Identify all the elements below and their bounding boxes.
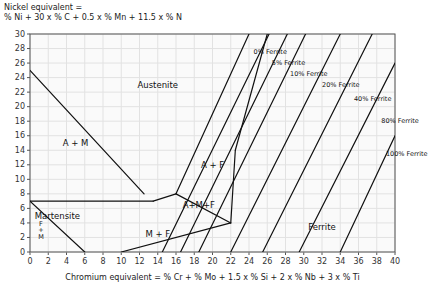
- grid-line: [121, 34, 122, 252]
- line-label: 80% Ferrite: [381, 117, 418, 125]
- grid-line: [267, 34, 268, 252]
- tick-label: 18: [15, 117, 25, 126]
- chart: 0246810121416182022242628303234363840024…: [0, 0, 445, 288]
- tick-label: 32: [317, 257, 327, 266]
- region-label: Austenite: [137, 80, 178, 90]
- tick-label: 2: [20, 233, 25, 242]
- phase-line: [231, 34, 341, 252]
- phase-line: [30, 201, 85, 252]
- lines: [30, 34, 395, 252]
- grid-line: [194, 34, 195, 252]
- tick-label: 10: [15, 175, 25, 184]
- grid-line: [30, 63, 395, 64]
- phase-line: [299, 63, 395, 252]
- grid-line: [176, 34, 177, 252]
- tick-label: 34: [335, 257, 345, 266]
- grid-line: [103, 34, 104, 252]
- grid-line: [30, 121, 395, 122]
- grid-line: [376, 34, 377, 252]
- phase-line: [176, 34, 249, 194]
- tick-label: 4: [20, 218, 25, 227]
- phase-line: [162, 34, 269, 252]
- phase-line: [231, 150, 236, 223]
- plot-background: [30, 34, 395, 252]
- tick-label: 14: [15, 146, 25, 155]
- y-axis: 024681012141618202224262830: [15, 30, 395, 257]
- phase-line: [121, 223, 231, 252]
- tick-label: 0: [27, 257, 32, 266]
- tick-label: 14: [153, 257, 163, 266]
- grid-line: [30, 77, 395, 78]
- tick-label: 6: [82, 257, 87, 266]
- grid-line: [322, 34, 323, 252]
- region-label: A + M: [63, 138, 89, 148]
- grid-line: [358, 34, 359, 252]
- plot-frame: [30, 34, 395, 252]
- grid-line: [157, 34, 158, 252]
- tick-label: 20: [207, 257, 217, 266]
- line-label: 0% Ferrite: [254, 48, 287, 56]
- tick-label: 10: [116, 257, 126, 266]
- phase-line: [30, 201, 153, 202]
- title-line: % Ni + 30 x % C + 0.5 x % Mn + 11.5 x % …: [4, 13, 182, 22]
- region-label: Ferrite: [308, 222, 335, 232]
- tick-label: 36: [353, 257, 363, 266]
- tick-label: 0: [20, 248, 25, 257]
- tick-label: 22: [226, 257, 236, 266]
- tick-label: 20: [15, 102, 25, 111]
- tick-label: 12: [134, 257, 144, 266]
- tick-label: 24: [15, 73, 25, 82]
- title-line: Nickel equivalent =: [4, 3, 82, 12]
- line-label: 10% Ferrite: [290, 70, 327, 78]
- grid-line: [30, 193, 395, 194]
- grid-line: [30, 106, 395, 107]
- line-label: 40% Ferrite: [354, 95, 391, 103]
- grid-line: [30, 48, 395, 49]
- phase-line: [30, 70, 144, 194]
- tick-label: 8: [20, 189, 25, 198]
- line-label: 20% Ferrite: [322, 81, 359, 89]
- tick-label: 16: [15, 131, 25, 140]
- phase-line: [199, 34, 306, 252]
- tick-label: 26: [15, 59, 25, 68]
- title: Nickel equivalent =% Ni + 30 x % C + 0.5…: [4, 3, 182, 22]
- tick-label: 8: [100, 257, 105, 266]
- region-label: A + F: [201, 160, 224, 170]
- tick-label: 12: [15, 160, 25, 169]
- region-label: M + F: [145, 229, 170, 239]
- grid-line: [249, 34, 250, 252]
- x-axis: 0246810121416182022242628303234363840: [27, 34, 400, 266]
- grid-line: [30, 92, 395, 93]
- grid-line: [212, 34, 213, 252]
- tick-label: 4: [64, 257, 69, 266]
- tick-label: 18: [189, 257, 199, 266]
- tick-label: 6: [20, 204, 25, 213]
- tick-label: 28: [15, 44, 25, 53]
- region-label: A+M+F: [183, 200, 215, 210]
- line-label: 5% Ferrite: [272, 59, 305, 67]
- tick-label: 38: [372, 257, 382, 266]
- grid-line: [30, 179, 395, 180]
- tick-label: 30: [299, 257, 309, 266]
- region-label: F+M: [38, 220, 44, 241]
- tick-label: 30: [15, 30, 25, 39]
- region-label-line: M: [38, 233, 44, 241]
- tick-label: 28: [280, 257, 290, 266]
- annotations: 0% Ferrite 5% Ferrite 10% Ferrite 20% Ferri…: [35, 48, 428, 241]
- grid-line: [30, 135, 395, 136]
- x-axis-label: Chromium equivalent = % Cr + % Mo + 1.5 …: [65, 273, 359, 282]
- phase-line: [153, 194, 176, 201]
- tick-label: 24: [244, 257, 254, 266]
- tick-label: 26: [262, 257, 272, 266]
- tick-label: 2: [46, 257, 51, 266]
- tick-label: 16: [171, 257, 181, 266]
- tick-label: 22: [15, 88, 25, 97]
- phase-line: [176, 194, 231, 223]
- grid-line: [30, 237, 395, 238]
- grid-line: [139, 34, 140, 252]
- tick-label: 40: [390, 257, 400, 266]
- line-label: 100% Ferrite: [386, 150, 428, 158]
- grid-line: [340, 34, 341, 252]
